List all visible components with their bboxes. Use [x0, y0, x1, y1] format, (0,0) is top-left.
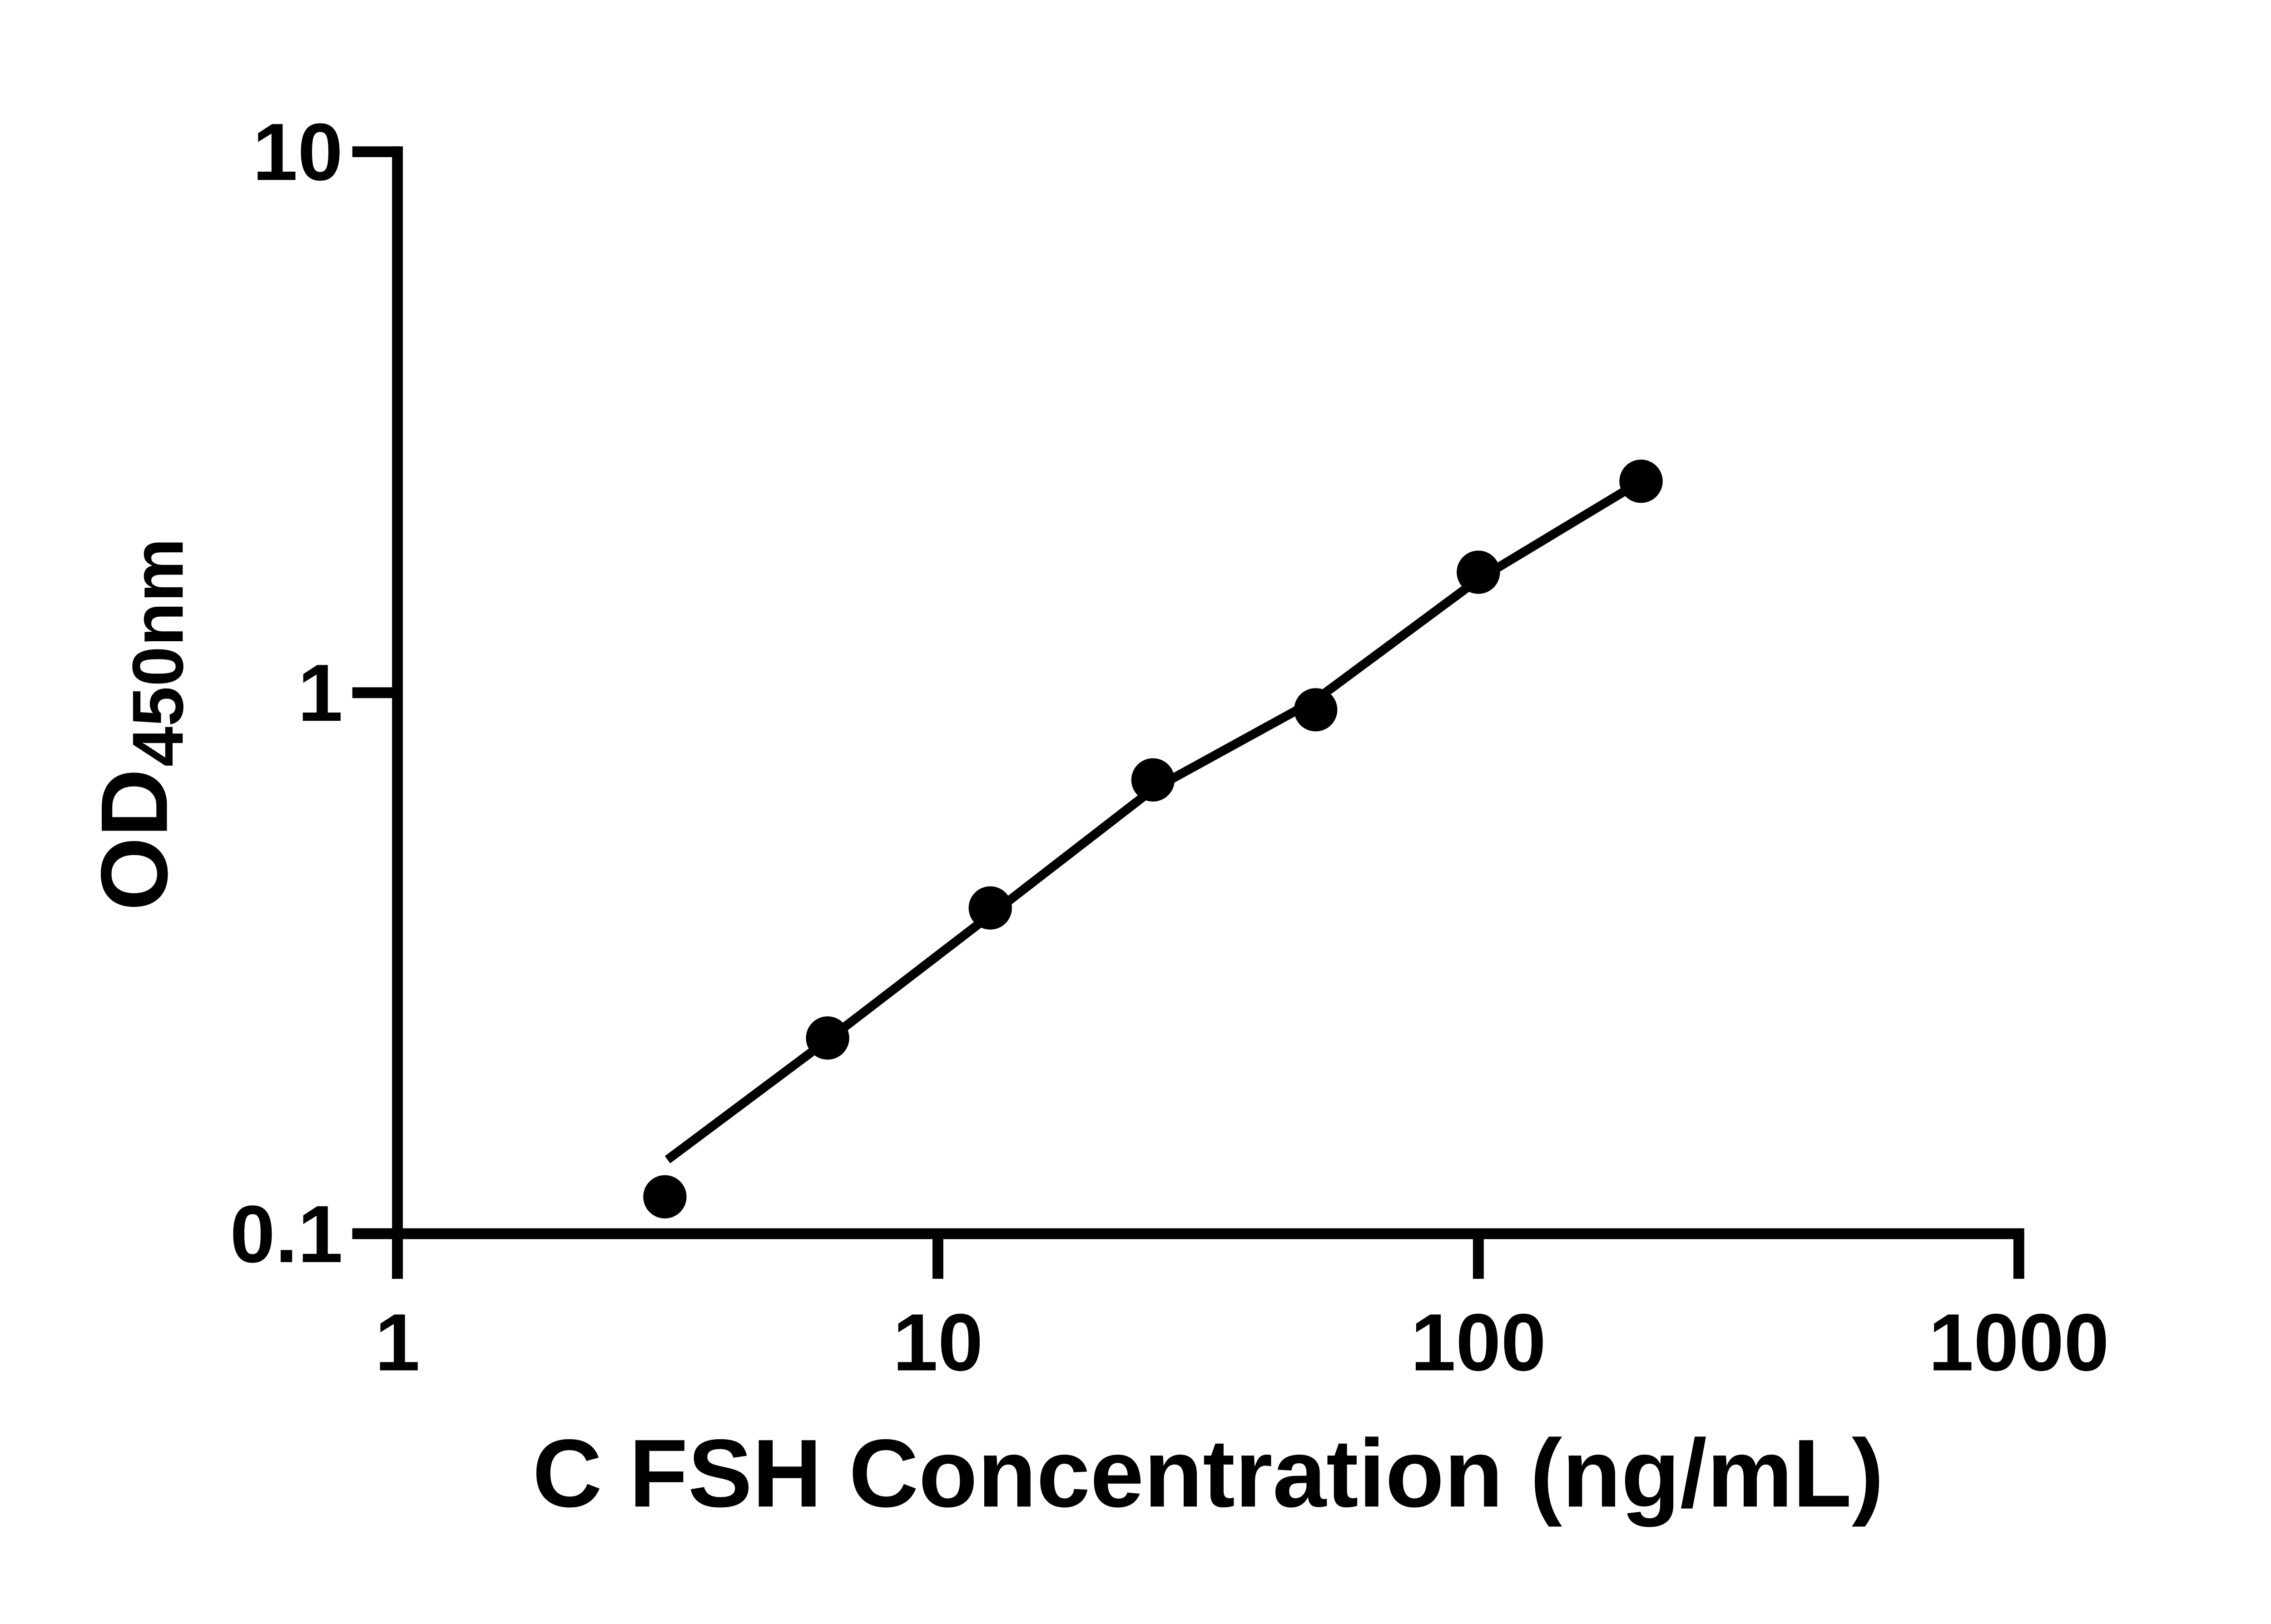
- data-point: [1457, 550, 1500, 594]
- axes: [352, 146, 2024, 1279]
- data-point: [1131, 758, 1175, 802]
- y-tick-label-1: 1: [298, 647, 342, 738]
- data-points-layer: [643, 460, 1663, 1218]
- y-tick-label-0p1: 0.1: [230, 1188, 343, 1279]
- data-point: [1619, 460, 1663, 503]
- data-point: [643, 1175, 687, 1218]
- data-point: [968, 886, 1012, 930]
- x-tick-label-10: 10: [893, 1297, 983, 1387]
- y-axis-title-subscript: 450nm: [117, 538, 198, 767]
- data-point: [1294, 688, 1338, 732]
- y-axis-title-main: OD: [82, 769, 188, 911]
- x-tick-label-100: 100: [1411, 1297, 1546, 1387]
- x-axis-title: C FSH Concentration (ng/mL): [532, 1420, 1884, 1527]
- y-axis-title: OD 450nm: [82, 538, 198, 911]
- y-tick-label-10: 10: [253, 106, 343, 197]
- data-point: [806, 1016, 849, 1060]
- x-tick-label-1: 1: [375, 1297, 420, 1387]
- x-tick-label-1000: 1000: [1929, 1297, 2109, 1387]
